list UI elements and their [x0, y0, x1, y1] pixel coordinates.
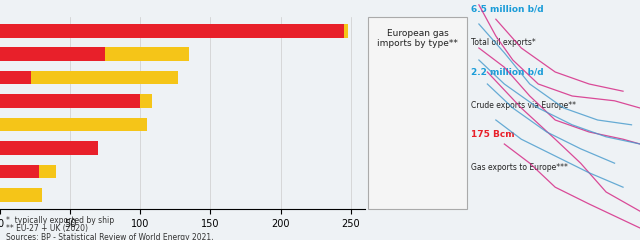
Text: European gas
imports by type**: European gas imports by type** — [377, 29, 458, 48]
Text: Crude exports via Europe**: Crude exports via Europe** — [471, 101, 576, 110]
Text: *  typically exported by ship: * typically exported by ship — [6, 216, 115, 225]
Text: ** EU-27 + UK (2020): ** EU-27 + UK (2020) — [6, 224, 88, 233]
Bar — [140, 94, 152, 108]
Bar — [0, 165, 39, 178]
Text: 26%: 26% — [426, 106, 450, 116]
Bar — [0, 141, 98, 155]
Bar — [0, 71, 31, 84]
Bar — [0, 24, 344, 38]
Text: 74%: 74% — [395, 128, 422, 138]
Text: 6.5 million b/d: 6.5 million b/d — [471, 5, 544, 14]
Bar — [39, 165, 56, 178]
Bar — [344, 24, 348, 38]
Bar — [0, 118, 147, 131]
Bar — [0, 94, 140, 108]
Text: Sources: BP - Statistical Review of World Energy 2021,: Sources: BP - Statistical Review of Worl… — [6, 233, 214, 240]
Bar — [0, 48, 105, 61]
Text: Gas exports to Europe***: Gas exports to Europe*** — [471, 163, 568, 172]
Wedge shape — [381, 92, 454, 167]
Bar — [0, 188, 42, 202]
Wedge shape — [381, 92, 418, 132]
Bar — [105, 48, 189, 61]
Bar — [31, 71, 178, 84]
Text: 2.2 million b/d: 2.2 million b/d — [471, 67, 544, 76]
Text: 175 Bcm: 175 Bcm — [471, 130, 515, 138]
Text: Total oil exports*: Total oil exports* — [471, 38, 536, 48]
